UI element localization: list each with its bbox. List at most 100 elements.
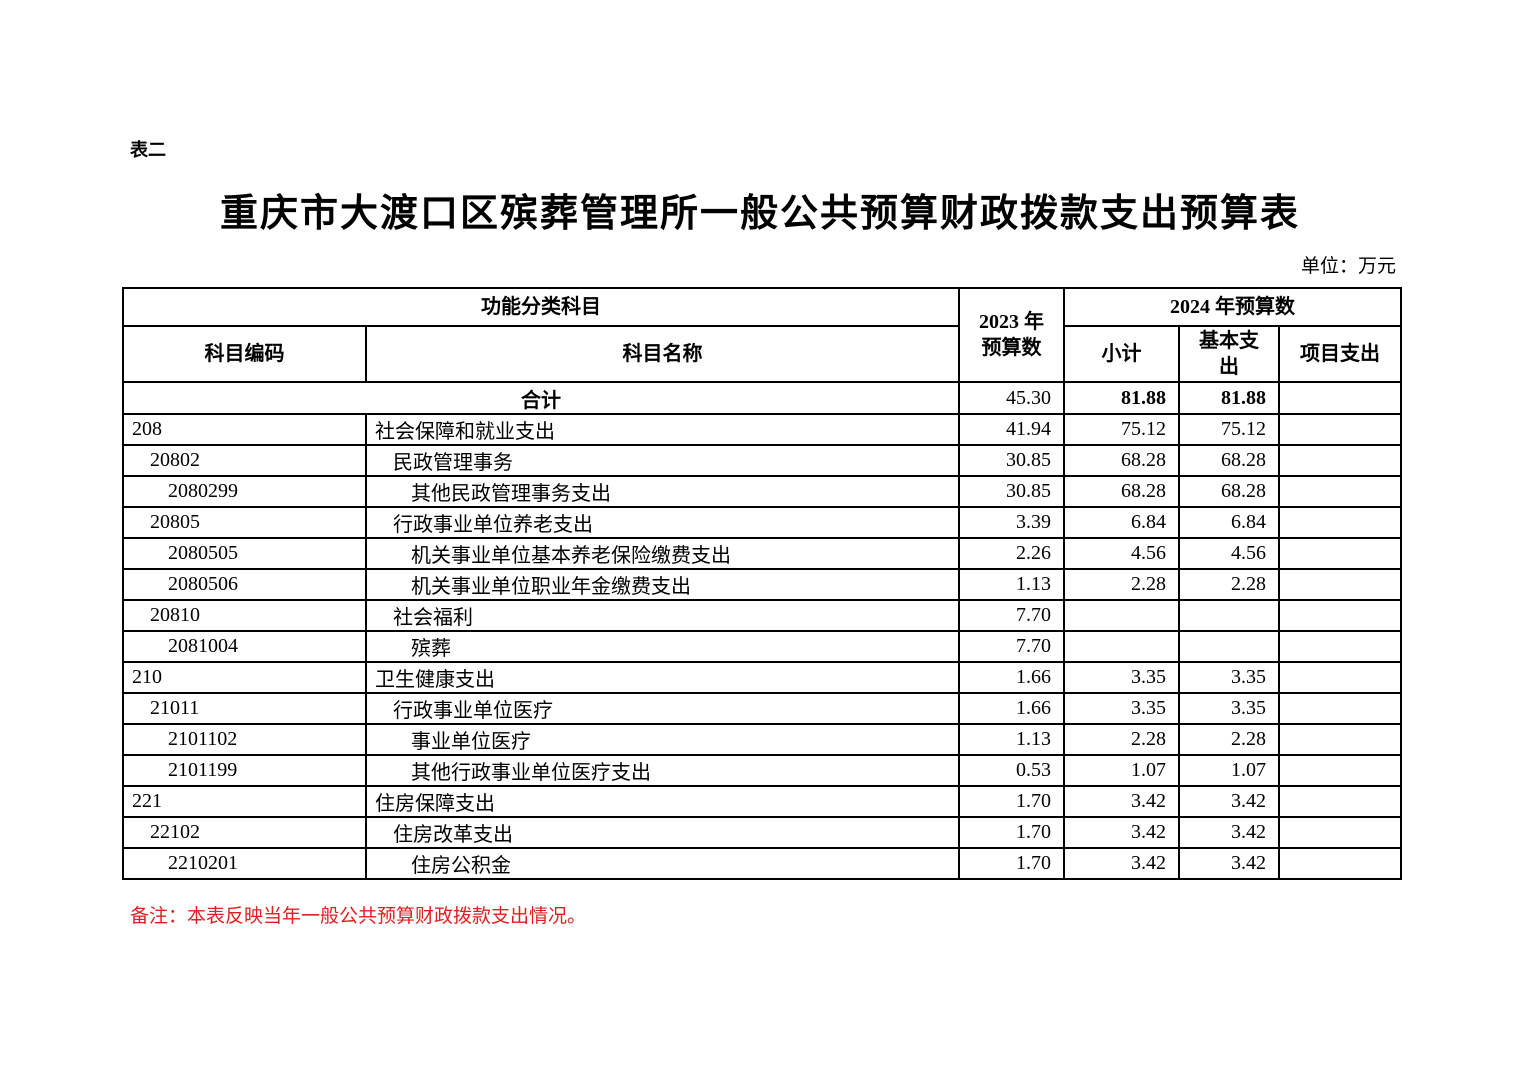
table-row: 210 卫生健康支出 1.66 3.35 3.35 xyxy=(122,661,1403,694)
header-2023-budget: 2023 年预算数 xyxy=(958,287,1065,383)
budget-2023-cell: 1.70 xyxy=(958,785,1065,818)
basic-expenditure-cell: 75.12 xyxy=(1178,413,1280,446)
subject-code-cell: 2081004 xyxy=(122,630,367,663)
project-expenditure-cell xyxy=(1277,537,1403,570)
project-expenditure-cell xyxy=(1277,723,1403,756)
table-row: 2080299 其他民政管理事务支出 30.85 68.28 68.28 xyxy=(122,475,1403,508)
table-row: 22102 住房改革支出 1.70 3.42 3.42 xyxy=(122,816,1403,849)
header-project-expenditure: 项目支出 xyxy=(1277,325,1403,383)
total-2023-value: 45.30 xyxy=(958,381,1065,415)
subtotal-cell: 4.56 xyxy=(1063,537,1180,570)
table-tag: 表二 xyxy=(130,140,166,160)
budget-2023-cell: 41.94 xyxy=(958,413,1065,446)
subject-name-cell: 事业单位医疗 xyxy=(365,723,960,756)
subject-name-cell: 住房保障支出 xyxy=(365,785,960,818)
table-row: 20810 社会福利 7.70 xyxy=(122,599,1403,632)
budget-table: 功能分类科目 2023 年预算数 2024 年预算数 科目编码 科目名称 小计 … xyxy=(122,287,1403,880)
project-expenditure-cell xyxy=(1277,754,1403,787)
project-expenditure-cell xyxy=(1277,599,1403,632)
header-row-2: 科目编码 科目名称 小计 基本支出 项目支出 xyxy=(122,325,1403,383)
project-expenditure-cell xyxy=(1277,847,1403,880)
table-row: 208 社会保障和就业支出 41.94 75.12 75.12 xyxy=(122,413,1403,446)
budget-2023-cell: 1.66 xyxy=(958,692,1065,725)
subject-code-cell: 2210201 xyxy=(122,847,367,880)
table-row: 2080505 机关事业单位基本养老保险缴费支出 2.26 4.56 4.56 xyxy=(122,537,1403,570)
budget-2023-cell: 7.70 xyxy=(958,630,1065,663)
footnote: 备注：本表反映当年一般公共预算财政拨款支出情况。 xyxy=(130,901,586,928)
project-expenditure-cell xyxy=(1277,816,1403,849)
budget-2023-cell: 1.70 xyxy=(958,816,1065,849)
project-expenditure-cell xyxy=(1277,413,1403,446)
subtotal-cell: 3.35 xyxy=(1063,692,1180,725)
basic-expenditure-cell: 68.28 xyxy=(1178,475,1280,508)
table-row: 221 住房保障支出 1.70 3.42 3.42 xyxy=(122,785,1403,818)
subtotal-cell: 1.07 xyxy=(1063,754,1180,787)
subject-code-cell: 2080299 xyxy=(122,475,367,508)
header-row-1: 功能分类科目 2023 年预算数 2024 年预算数 xyxy=(122,287,1403,383)
subject-name-cell: 住房改革支出 xyxy=(365,816,960,849)
total-basic-value: 81.88 xyxy=(1178,381,1280,415)
subject-name-cell: 行政事业单位养老支出 xyxy=(365,506,960,539)
subtotal-cell: 68.28 xyxy=(1063,444,1180,477)
budget-2023-cell: 3.39 xyxy=(958,506,1065,539)
table-row: 20802 民政管理事务 30.85 68.28 68.28 xyxy=(122,444,1403,477)
subject-code-cell: 22102 xyxy=(122,816,367,849)
basic-expenditure-cell: 3.42 xyxy=(1178,785,1280,818)
project-expenditure-cell xyxy=(1277,661,1403,694)
table-row: 2101102 事业单位医疗 1.13 2.28 2.28 xyxy=(122,723,1403,756)
total-project-value xyxy=(1277,381,1403,415)
table-row: 2101199 其他行政事业单位医疗支出 0.53 1.07 1.07 xyxy=(122,754,1403,787)
subject-name-cell: 殡葬 xyxy=(365,630,960,663)
subject-name-cell: 卫生健康支出 xyxy=(365,661,960,694)
table-row: 2080506 机关事业单位职业年金缴费支出 1.13 2.28 2.28 xyxy=(122,568,1403,601)
subtotal-cell: 3.42 xyxy=(1063,847,1180,880)
budget-2023-cell: 2.26 xyxy=(958,537,1065,570)
table-body: 合计 45.30 81.88 81.88 208 社会保障和就业支出 41.94… xyxy=(122,381,1403,880)
header-2024-budget: 2024 年预算数 xyxy=(1062,287,1403,327)
subject-code-cell: 21011 xyxy=(122,692,367,725)
project-expenditure-cell xyxy=(1277,475,1403,508)
subject-code-cell: 2101199 xyxy=(122,754,367,787)
footnote-label: 备注： xyxy=(130,906,188,927)
subject-name-cell: 社会福利 xyxy=(365,599,960,632)
header-subject-code: 科目编码 xyxy=(122,325,367,383)
budget-2023-cell: 0.53 xyxy=(958,754,1065,787)
basic-expenditure-cell: 3.42 xyxy=(1178,816,1280,849)
project-expenditure-cell xyxy=(1277,568,1403,601)
header-functional-category: 功能分类科目 xyxy=(122,287,960,327)
budget-2023-cell: 1.70 xyxy=(958,847,1065,880)
subject-code-cell: 20805 xyxy=(122,506,367,539)
basic-expenditure-cell: 3.42 xyxy=(1178,847,1280,880)
total-row: 合计 45.30 81.88 81.88 xyxy=(122,381,1403,415)
subject-code-cell: 2101102 xyxy=(122,723,367,756)
header-subject-name: 科目名称 xyxy=(365,325,960,383)
subject-code-cell: 20810 xyxy=(122,599,367,632)
subject-name-cell: 其他行政事业单位医疗支出 xyxy=(365,754,960,787)
subtotal-cell: 75.12 xyxy=(1063,413,1180,446)
budget-2023-cell: 1.66 xyxy=(958,661,1065,694)
budget-2023-cell: 7.70 xyxy=(958,599,1065,632)
subtotal-cell: 2.28 xyxy=(1063,723,1180,756)
basic-expenditure-cell: 2.28 xyxy=(1178,723,1280,756)
total-label: 合计 xyxy=(122,381,960,415)
subject-code-cell: 2080506 xyxy=(122,568,367,601)
subject-name-cell: 其他民政管理事务支出 xyxy=(365,475,960,508)
project-expenditure-cell xyxy=(1277,692,1403,725)
subtotal-cell xyxy=(1063,599,1180,632)
table-row: 2210201 住房公积金 1.70 3.42 3.42 xyxy=(122,847,1403,880)
subtotal-cell: 6.84 xyxy=(1063,506,1180,539)
budget-2023-cell: 30.85 xyxy=(958,444,1065,477)
project-expenditure-cell xyxy=(1277,785,1403,818)
basic-expenditure-cell: 1.07 xyxy=(1178,754,1280,787)
basic-expenditure-cell: 4.56 xyxy=(1178,537,1280,570)
budget-2023-cell: 1.13 xyxy=(958,568,1065,601)
unit-label: 单位：万元 xyxy=(1300,256,1396,277)
subject-name-cell: 行政事业单位医疗 xyxy=(365,692,960,725)
subject-code-cell: 221 xyxy=(122,785,367,818)
subtotal-cell: 3.35 xyxy=(1063,661,1180,694)
basic-expenditure-cell xyxy=(1178,599,1280,632)
subject-code-cell: 20802 xyxy=(122,444,367,477)
subject-name-cell: 住房公积金 xyxy=(365,847,960,880)
basic-expenditure-cell: 2.28 xyxy=(1178,568,1280,601)
